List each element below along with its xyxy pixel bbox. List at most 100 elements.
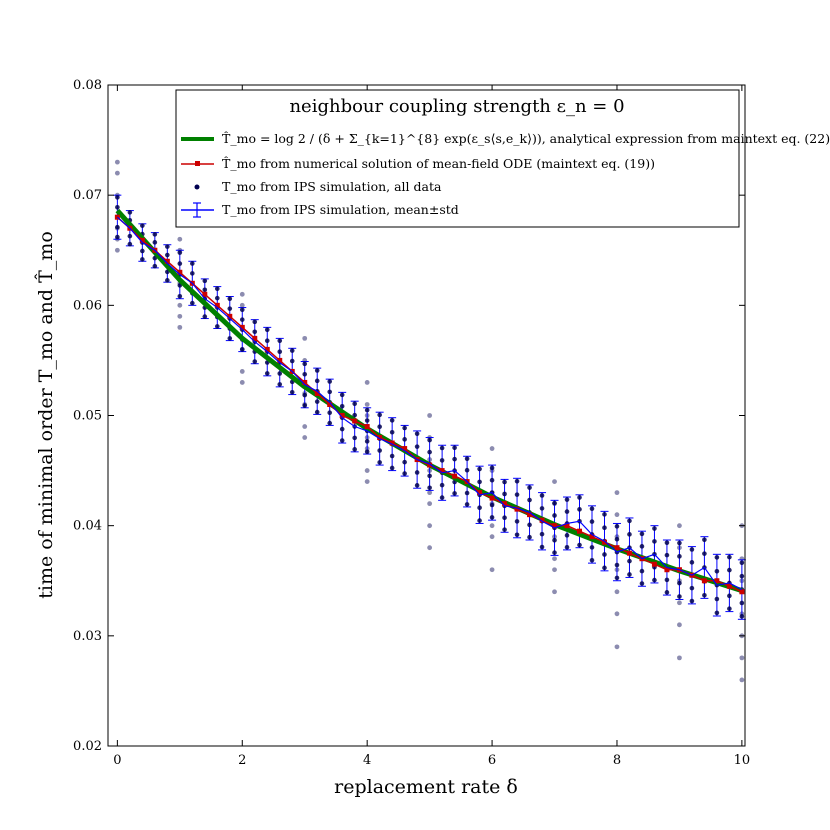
ips-data-point	[339, 404, 345, 409]
ode-marker	[202, 291, 208, 297]
ips-data-point	[414, 470, 420, 475]
ips-data-point	[614, 562, 620, 568]
ips-data-point	[264, 338, 270, 343]
ips-data-point	[589, 519, 595, 524]
ips-data-point	[439, 445, 445, 451]
ode-line	[116, 216, 743, 593]
scatter-point	[427, 490, 433, 496]
ips-data-point	[664, 540, 670, 546]
scatter-point	[239, 380, 245, 385]
ips-data-point	[489, 515, 495, 520]
legend-alldata-marker	[194, 184, 200, 190]
ips-data-point	[302, 361, 308, 367]
ips-data-point	[439, 458, 445, 463]
ode-marker	[626, 550, 632, 556]
ips-data-point	[477, 505, 482, 511]
ips-data-point	[339, 426, 345, 432]
ips-data-point	[539, 506, 545, 511]
ips-data-point	[202, 287, 208, 293]
ips-data-point	[439, 482, 445, 488]
ode-marker	[264, 346, 270, 352]
ode-marker	[277, 357, 283, 363]
scatter-point	[239, 291, 245, 297]
ips-data-point	[639, 544, 645, 549]
scatter-point	[614, 611, 620, 617]
ips-data-point	[327, 420, 333, 426]
scatter-point	[614, 490, 620, 496]
ips-data-point	[714, 596, 720, 602]
scatter-point	[677, 523, 682, 529]
scatter-point	[677, 622, 682, 628]
ips-data-point	[539, 493, 545, 498]
ode-marker	[614, 545, 620, 551]
ips-data-point	[602, 552, 607, 557]
ips-data-point	[352, 447, 357, 452]
scatter-point	[114, 159, 120, 165]
analytical-line	[115, 208, 743, 594]
ips-data-point	[327, 379, 333, 384]
ode-marker	[327, 401, 333, 407]
ips-data-point	[589, 557, 595, 563]
ode-marker	[139, 237, 145, 243]
ips-data-point	[339, 392, 345, 398]
ode-marker	[726, 583, 732, 589]
ode-marker	[714, 578, 720, 584]
ips-data-point	[202, 314, 208, 319]
ips-data-point	[427, 485, 432, 491]
ips-data-point	[115, 234, 120, 240]
ips-data-point	[614, 536, 620, 542]
ips-data-point	[664, 552, 670, 558]
ips-data-point	[314, 378, 320, 384]
scatter-point	[489, 567, 495, 573]
scatter-point	[489, 446, 495, 451]
legend-title: neighbour coupling strength ε_n = 0	[289, 96, 624, 117]
ips-data-point	[564, 497, 570, 502]
ips-data-point	[377, 412, 382, 418]
ips-data-point	[564, 533, 570, 538]
ode-marker	[402, 446, 408, 452]
ode-marker	[164, 258, 170, 264]
ips-data-point	[152, 240, 158, 245]
ode-marker	[601, 539, 607, 545]
ode-marker	[352, 418, 358, 424]
ips-data-point	[327, 389, 333, 395]
x-tick-label: 2	[238, 753, 246, 768]
legend-alldata-label: T_mo from IPS simulation, all data	[222, 179, 442, 194]
ips-data-point	[314, 409, 320, 415]
ips-data-point	[477, 466, 482, 472]
ode-marker	[227, 313, 233, 319]
ode-marker	[339, 413, 345, 418]
ips-data-point	[277, 349, 283, 355]
scatter-point	[239, 369, 245, 374]
scatter-layer	[114, 159, 745, 683]
scatter-point	[114, 170, 120, 176]
ips-data-point	[589, 545, 595, 550]
ode-marker	[489, 495, 495, 501]
ips-data-point	[227, 306, 233, 311]
ips-data-point	[514, 492, 520, 497]
legend-mean-label: T_mo from IPS simulation, mean±std	[222, 202, 459, 217]
ips-data-point	[414, 431, 420, 437]
scatter-point	[302, 335, 308, 341]
scatter-point	[364, 380, 370, 385]
ips-data-point	[552, 500, 557, 506]
ips-data-point	[389, 465, 395, 471]
ips-data-point	[539, 544, 545, 550]
ips-data-point	[202, 278, 208, 284]
scatter-point	[614, 589, 620, 595]
ips-data-point	[639, 581, 645, 586]
ips-data-point	[689, 598, 695, 604]
ips-data-point	[302, 392, 308, 398]
ips-data-point	[427, 437, 432, 443]
ips-data-point	[514, 478, 520, 484]
ips-data-point	[577, 495, 582, 500]
ode-marker	[739, 589, 745, 595]
scatter-point	[489, 534, 495, 540]
ode-marker	[214, 302, 220, 308]
ips-data-point	[589, 506, 595, 512]
scatter-point	[302, 424, 308, 429]
ips-data-point	[464, 467, 470, 473]
ips-data-point	[289, 389, 295, 395]
ips-data-point	[177, 261, 183, 266]
